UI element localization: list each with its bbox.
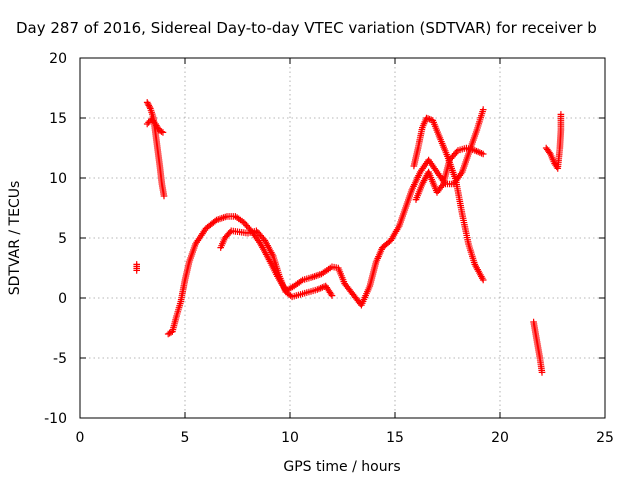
y-tick-label: 10 xyxy=(49,171,67,187)
x-tick-label: 25 xyxy=(596,430,614,446)
y-tick-label: -10 xyxy=(44,411,67,427)
x-tick-label: 0 xyxy=(76,430,85,446)
data-point xyxy=(160,192,168,200)
data-point xyxy=(479,106,487,113)
grid-lines xyxy=(80,58,605,418)
x-tick-label: 10 xyxy=(281,430,299,446)
data-point xyxy=(133,261,140,268)
data-point xyxy=(226,228,234,236)
y-tick-label: 5 xyxy=(58,231,67,247)
x-axis-label: GPS time / hours xyxy=(283,459,400,475)
data-point xyxy=(328,292,336,299)
data-point xyxy=(557,111,565,118)
data-point xyxy=(144,100,152,108)
data-point xyxy=(158,128,165,135)
data-point xyxy=(159,129,167,136)
data-point xyxy=(152,120,159,128)
data-point xyxy=(426,115,433,123)
y-axis-label: SDTVAR / TECUs xyxy=(7,181,23,296)
data-point xyxy=(538,369,546,376)
data-point xyxy=(479,276,487,284)
x-tick-label: 15 xyxy=(386,430,404,446)
data-point xyxy=(143,99,151,106)
x-tick-label: 5 xyxy=(181,430,190,446)
data-point xyxy=(146,103,153,111)
y-tick-label: 20 xyxy=(49,51,67,67)
data-point xyxy=(145,102,153,109)
data-point xyxy=(479,150,487,158)
x-tick-label: 20 xyxy=(491,430,509,446)
data-points xyxy=(133,99,565,376)
data-point xyxy=(153,123,161,131)
data-point xyxy=(546,149,553,156)
y-tick-label: 0 xyxy=(58,291,67,307)
chart-title: Day 287 of 2016, Sidereal Day-to-day VTE… xyxy=(16,19,597,37)
y-tick-label: 15 xyxy=(49,111,67,127)
y-tick-label: -5 xyxy=(53,351,67,367)
axis-ticks xyxy=(79,57,606,419)
data-point xyxy=(153,122,160,129)
